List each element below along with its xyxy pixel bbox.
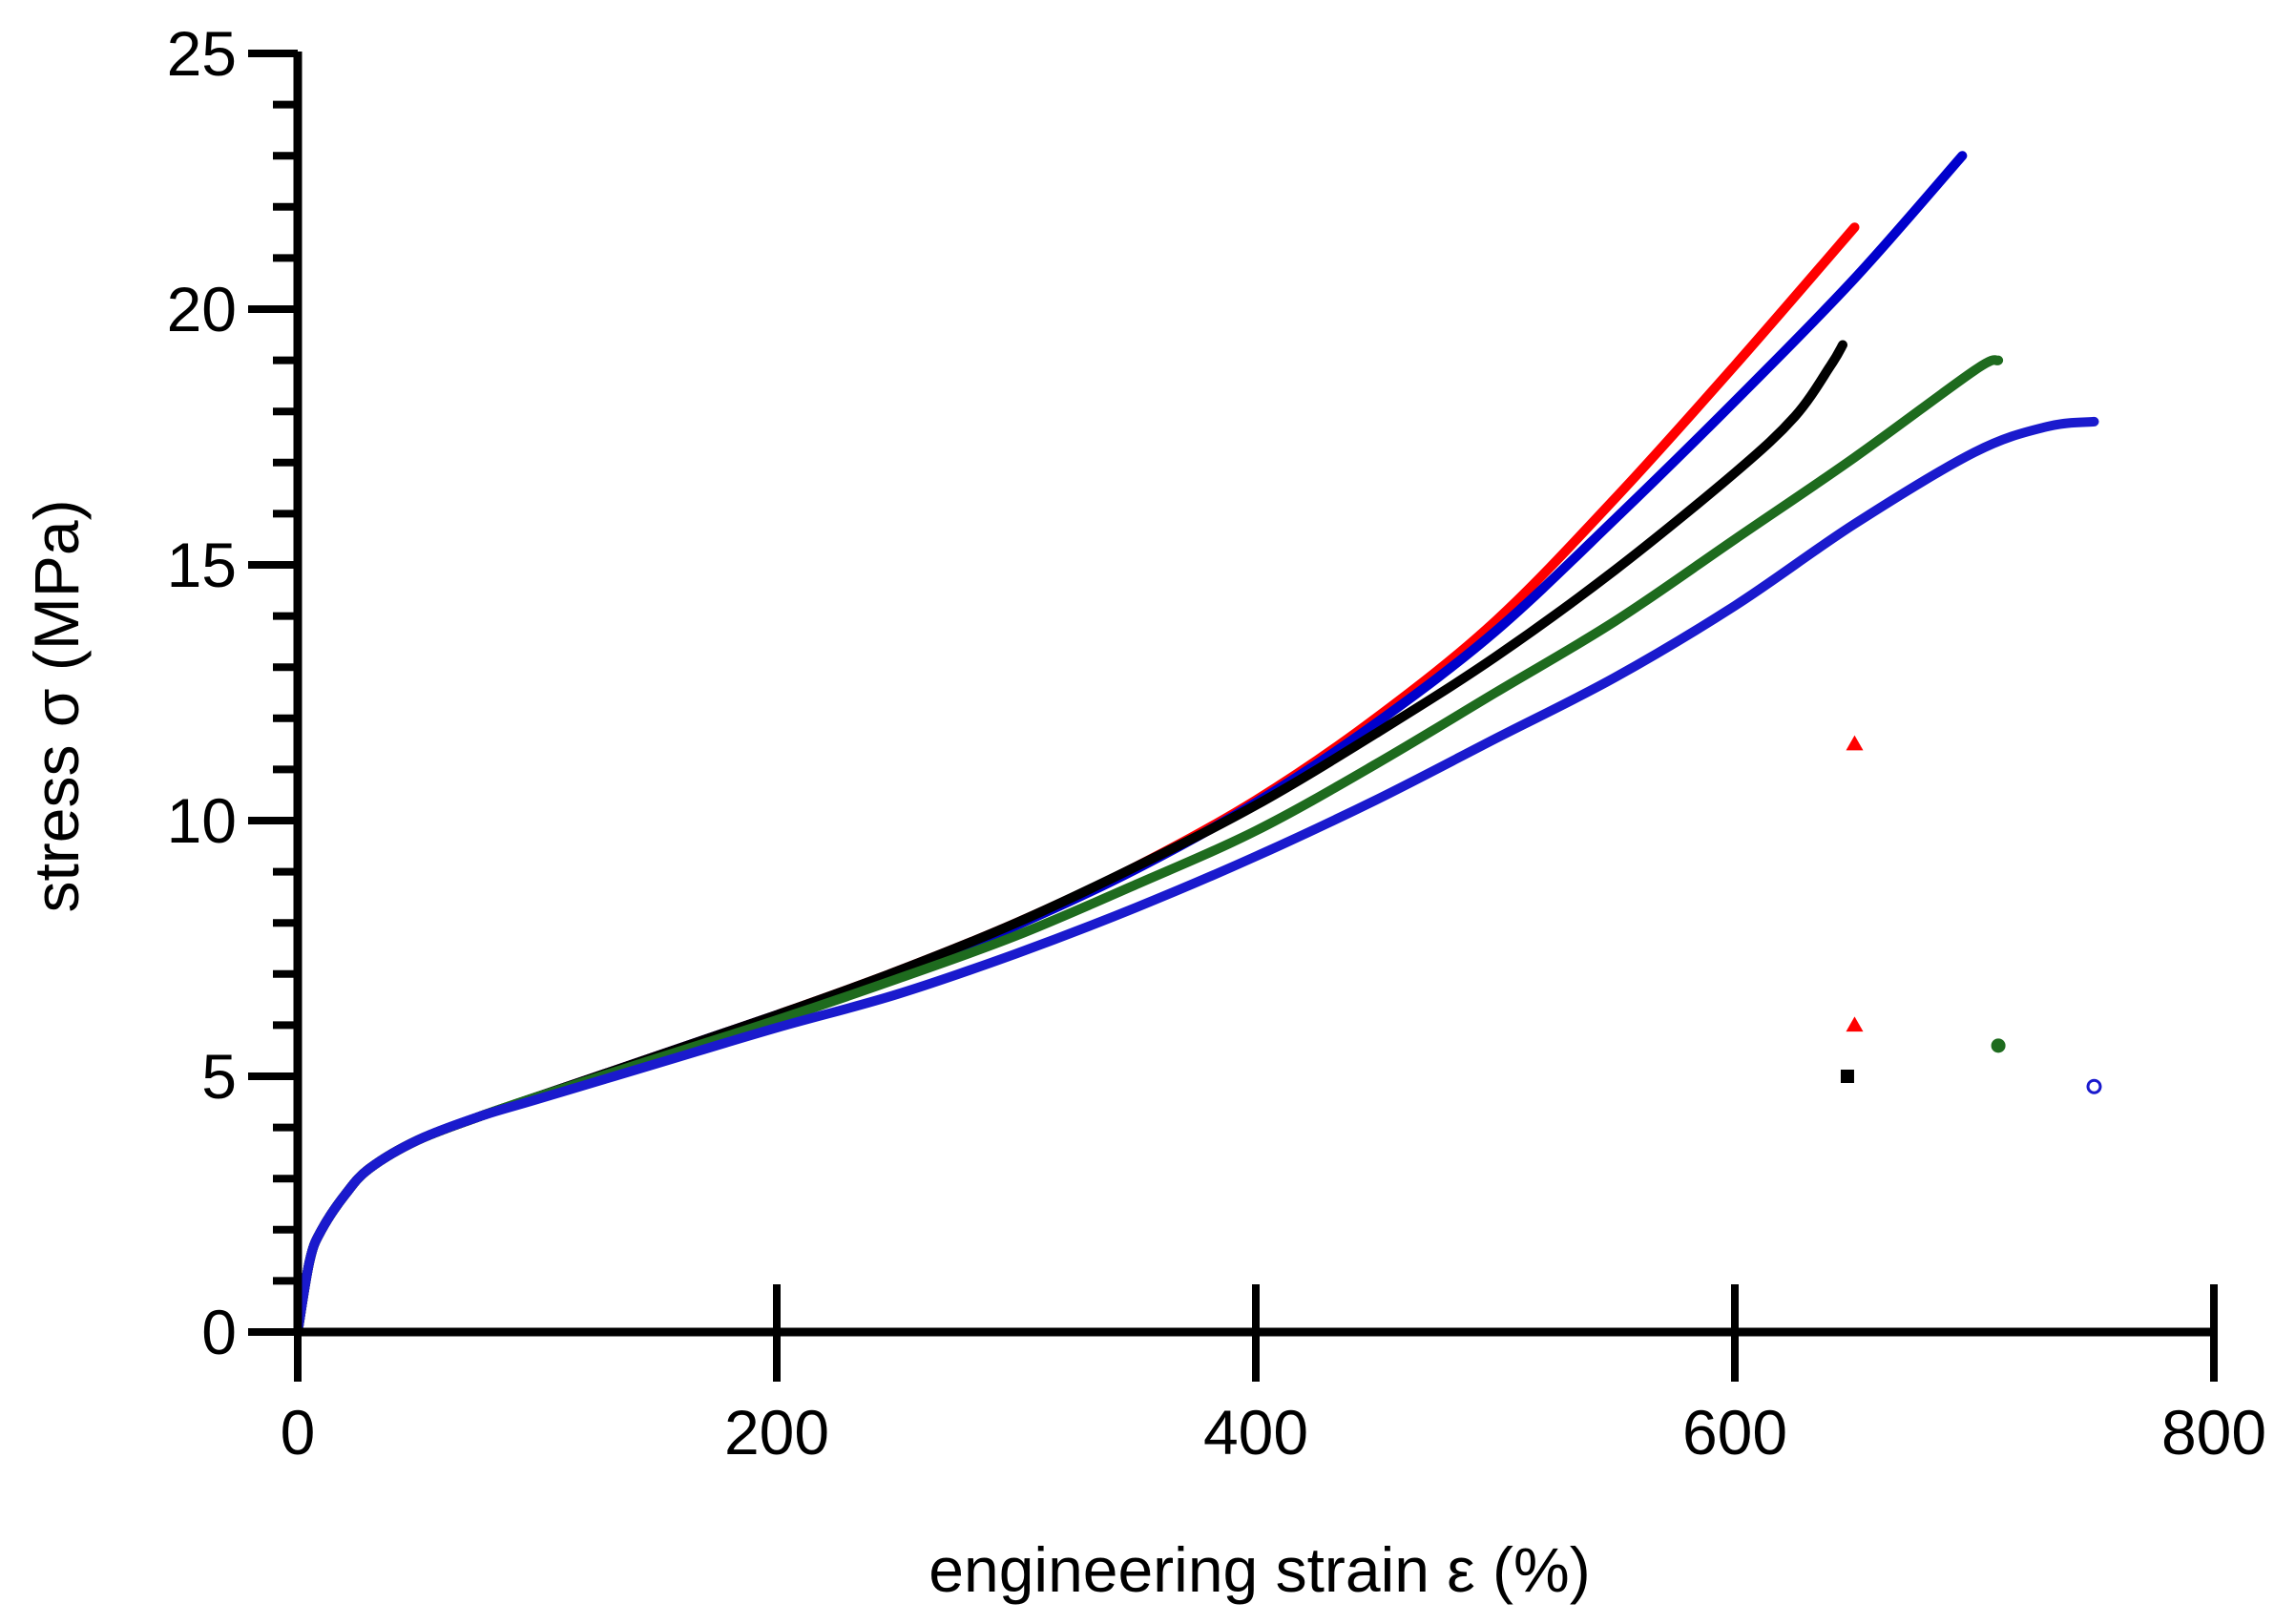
marker-red-triangle-upper	[1846, 735, 1864, 751]
y-tick-label: 5	[201, 1041, 237, 1112]
series-layer	[293, 151, 2099, 1337]
axes: 0 5 10 15 20 25 0 200 400 600 800	[167, 18, 2266, 1468]
x-tick-label: 200	[724, 1397, 829, 1468]
series-line-5	[293, 416, 2099, 1337]
series-line-4	[293, 355, 2004, 1337]
series-line-1	[293, 222, 1860, 1337]
marker-blue-open-circle	[2086, 1078, 2102, 1094]
x-tick-label: 400	[1203, 1397, 1308, 1468]
series-line-3	[293, 340, 1847, 1337]
y-axis-title: stress σ (MPa)	[21, 499, 92, 912]
y-tick-label: 25	[167, 18, 237, 89]
y-tick-label: 0	[201, 1297, 237, 1367]
y-tick-label: 10	[167, 785, 237, 856]
x-tick-label: 800	[2161, 1397, 2266, 1468]
series-line-2	[293, 151, 1968, 1337]
x-axis-title: engineering strain ε (%)	[928, 1534, 1590, 1605]
x-tick-label: 600	[1682, 1397, 1787, 1468]
marker-black-square	[1840, 1070, 1854, 1083]
y-tick-label: 15	[167, 530, 237, 600]
x-tick-label: 0	[281, 1397, 316, 1468]
marker-green-circle	[1991, 1038, 2006, 1053]
y-tick-label: 20	[167, 274, 237, 344]
marker-red-triangle-lower	[1846, 1016, 1864, 1032]
marker-layer	[1840, 735, 2102, 1094]
